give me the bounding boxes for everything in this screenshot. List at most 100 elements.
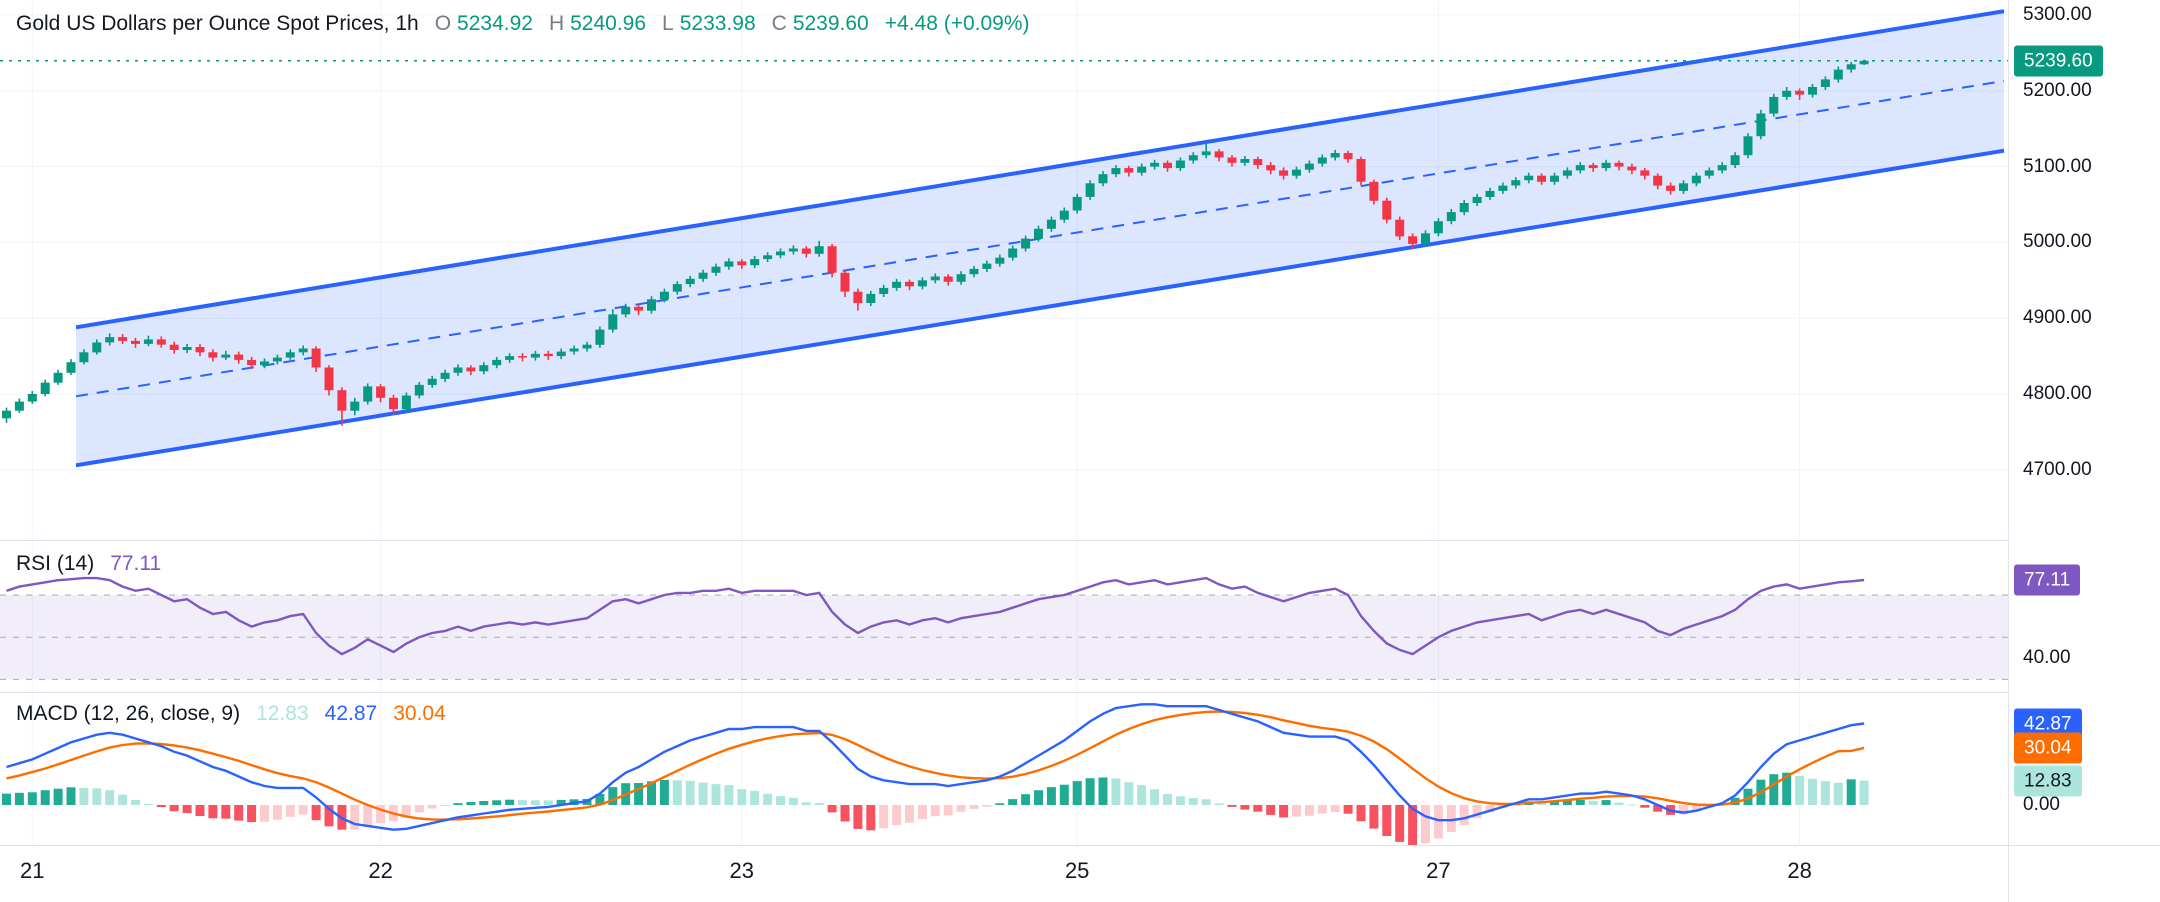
candle-body xyxy=(543,353,553,357)
time-axis-label: 25 xyxy=(1064,858,1090,883)
macd-histogram-bar xyxy=(840,805,850,822)
macd-histogram-bar xyxy=(879,805,889,829)
candle-body xyxy=(169,344,179,350)
candle-body xyxy=(776,251,785,256)
candle-body xyxy=(672,284,682,292)
candle-body xyxy=(1175,160,1185,169)
price-chart-canvas[interactable] xyxy=(0,0,2008,540)
candle-body xyxy=(1382,200,1392,220)
close-value: 5239.60 xyxy=(792,12,869,35)
candle-body xyxy=(608,314,618,330)
macd-histogram-bar xyxy=(556,799,566,805)
candle-body xyxy=(1395,219,1405,237)
price-tick-label: 5000.00 xyxy=(2023,231,2092,253)
macd-histogram-bar xyxy=(169,805,179,812)
macd-signal-badge: 30.04 xyxy=(2014,732,2082,764)
macd-histogram-bar xyxy=(272,805,282,820)
candle-body xyxy=(118,337,128,341)
panel-separator-rsi-macd[interactable] xyxy=(0,692,2160,693)
candle-body xyxy=(1279,170,1289,176)
low-label: L xyxy=(662,12,674,35)
macd-histogram-bar xyxy=(479,801,489,805)
macd-title: MACD (12, 26, close, 9) xyxy=(16,702,241,725)
macd-histogram-bar xyxy=(1588,800,1598,805)
candle-body xyxy=(1150,162,1160,167)
macd-histogram-bar xyxy=(1769,774,1779,805)
macd-histogram-bar xyxy=(892,805,902,826)
candle-body xyxy=(53,372,63,383)
candle-body xyxy=(969,268,979,275)
macd-histogram-bar xyxy=(1304,805,1314,816)
macd-histogram-bar xyxy=(1679,805,1688,815)
candle-body xyxy=(905,281,914,287)
channel-top-line xyxy=(75,9,2005,330)
candle-body xyxy=(1421,233,1430,244)
macd-histogram-bar xyxy=(195,805,205,816)
candle-body xyxy=(853,291,863,304)
candle-body xyxy=(1601,162,1611,169)
macd-signal-value: 30.04 xyxy=(393,702,446,725)
macd-histogram-bar xyxy=(1240,805,1250,810)
macd-histogram-bar xyxy=(866,805,876,831)
macd-histogram-bar xyxy=(1795,776,1805,805)
rsi-value-badge: 77.11 xyxy=(2014,564,2081,596)
price-tick-label: 4800.00 xyxy=(2023,383,2092,404)
candle-body xyxy=(285,352,295,358)
candle-body xyxy=(647,299,656,311)
candle-body xyxy=(14,401,24,411)
macd-panel-canvas[interactable] xyxy=(0,692,2008,845)
candle-body xyxy=(234,354,244,360)
candle-body xyxy=(1627,166,1637,171)
macd-axis-tick-label: 0.00 xyxy=(2023,794,2060,815)
macd-histogram-bar xyxy=(53,788,63,805)
macd-histogram-bar xyxy=(1175,796,1185,805)
candle-body xyxy=(1537,175,1547,182)
panel-separator-main-rsi[interactable] xyxy=(0,540,2160,541)
candle-body xyxy=(376,386,386,398)
candle-body xyxy=(40,382,50,394)
macd-histogram-bar xyxy=(1343,805,1353,814)
macd-histogram-bar xyxy=(376,805,386,824)
candle-body xyxy=(595,329,605,345)
macd-histogram-bar xyxy=(311,805,321,821)
price-tick-label: 4700.00 xyxy=(2023,458,2092,480)
candle-body xyxy=(879,287,889,294)
candle-body xyxy=(1833,69,1843,80)
macd-histogram-bar xyxy=(414,805,424,813)
candle-body xyxy=(1137,166,1147,173)
candle-body xyxy=(272,357,282,362)
macd-histogram-bar xyxy=(969,805,979,809)
macd-histogram-bar xyxy=(1485,805,1495,813)
candle-body xyxy=(917,280,927,287)
candle-body xyxy=(569,348,579,352)
price-tick-label: 5300.00 xyxy=(2023,4,2092,25)
candle-body xyxy=(1124,168,1134,173)
macd-histogram-bar xyxy=(827,805,837,813)
macd-histogram-bar xyxy=(1072,781,1082,805)
macd-histogram-bar xyxy=(1137,785,1147,805)
macd-histogram-bar xyxy=(801,802,811,805)
candle-body xyxy=(1795,90,1805,95)
price-axis[interactable]: 5239.60 77.11 42.87 30.04 12.83 40.00 0.… xyxy=(2009,0,2160,845)
low-value: 5233.98 xyxy=(679,12,756,35)
candle-body xyxy=(156,339,166,345)
macd-histogram-bar xyxy=(1627,804,1637,806)
macd-histogram-bar xyxy=(1395,805,1405,842)
candle-body xyxy=(401,395,411,410)
time-axis[interactable]: 21 22 23 25 27 28 xyxy=(0,846,2008,902)
macd-histogram-bar xyxy=(788,797,798,805)
candle-body xyxy=(1511,180,1521,186)
candle-body xyxy=(1317,157,1327,164)
candle-body xyxy=(1446,212,1456,222)
rsi-panel-canvas[interactable] xyxy=(0,540,2008,692)
macd-histogram-bar xyxy=(79,787,89,805)
macd-histogram-bar xyxy=(711,784,721,805)
candle-body xyxy=(582,344,592,349)
macd-histogram-bar xyxy=(1227,805,1237,807)
macd-histogram-bar xyxy=(1653,805,1663,812)
candle-body xyxy=(801,248,811,254)
rsi-value: 77.11 xyxy=(110,552,162,575)
macd-histogram-bar xyxy=(698,782,708,805)
macd-histogram-bar xyxy=(1537,802,1547,805)
candle-body xyxy=(1034,228,1043,239)
